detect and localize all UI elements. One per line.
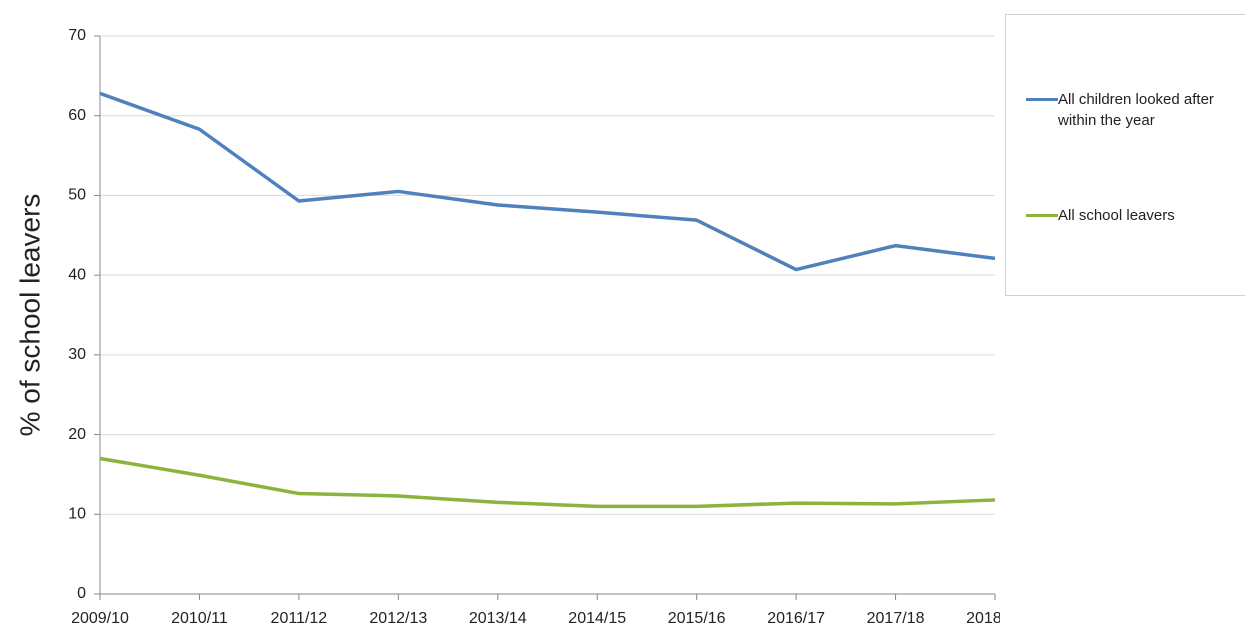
legend: All children looked after within the yea… (1005, 14, 1245, 296)
y-tick-label: 60 (68, 107, 86, 124)
legend-label: All children looked after within the yea… (1058, 91, 1214, 129)
chart: % of school leavers 0 10 20 30 40 50 60 70 2009/… (14, 27, 1000, 627)
y-tick-label: 30 (68, 346, 86, 363)
x-tick-label: 2015/16 (668, 610, 726, 627)
x-tick-label: 2017/18 (867, 610, 925, 627)
y-tick-label: 10 (68, 506, 86, 523)
legend-swatch (1026, 98, 1058, 101)
x-tick-label: 2009/10 (71, 610, 129, 627)
legend-swatch (1026, 214, 1058, 217)
y-axis-label: % of school leavers (14, 194, 45, 437)
x-tick-label: 2016/17 (767, 610, 825, 627)
x-tick-label: 2011/12 (271, 610, 328, 627)
y-tick-label: 50 (68, 187, 86, 204)
x-tick-label: 2014/15 (568, 610, 626, 627)
y-tick-label: 20 (68, 426, 86, 443)
series-line (99, 91, 996, 272)
x-tick-label: 2013/14 (469, 610, 527, 627)
legend-entry: All children looked after within the yea… (1026, 89, 1245, 131)
y-tick-label: 0 (77, 585, 86, 602)
legend-label: All school leavers (1058, 207, 1175, 224)
x-tick-label: 2018/19 (966, 610, 1000, 627)
series-line (99, 456, 996, 509)
y-tick-label: 40 (68, 266, 86, 283)
x-tick-label: 2010/11 (171, 610, 228, 627)
x-tick-label: 2012/13 (369, 610, 427, 627)
legend-entry: All school leavers (1026, 205, 1245, 226)
y-tick-label: 70 (68, 27, 86, 44)
